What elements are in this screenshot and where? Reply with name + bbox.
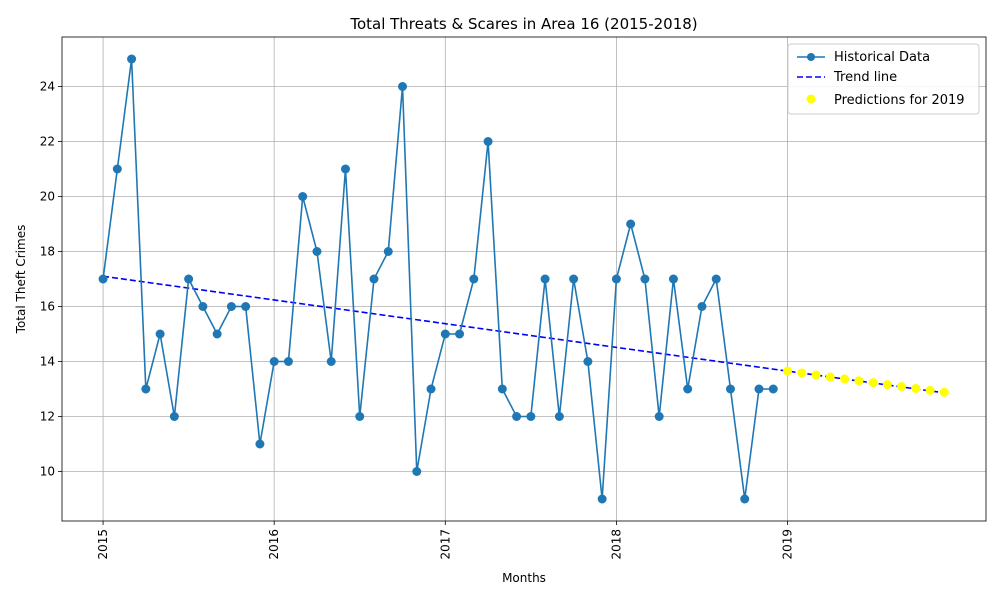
- historical-point: [141, 384, 151, 394]
- legend-entry-historical: Historical Data: [797, 50, 930, 65]
- historical-point: [512, 412, 522, 421]
- historical-point: [184, 274, 194, 284]
- historical-point: [198, 302, 208, 311]
- y-tick-label: 12: [40, 410, 55, 424]
- prediction-point: [811, 370, 821, 380]
- prediction-point: [882, 380, 892, 390]
- historical-point: [683, 384, 693, 394]
- historical-point: [98, 274, 108, 284]
- x-tick-label: 2017: [438, 529, 452, 560]
- prediction-point: [868, 378, 878, 388]
- y-tick-label: 22: [40, 135, 55, 149]
- y-tick-label: 16: [40, 300, 55, 314]
- historical-point: [326, 357, 336, 366]
- historical-point: [711, 274, 721, 284]
- legend-entry-predictions: Predictions for 2019: [806, 93, 965, 108]
- legend-entry-trend: Trend line: [797, 70, 897, 85]
- legend-label-trend: Trend line: [833, 70, 897, 85]
- prediction-point: [925, 385, 935, 395]
- historical-point: [554, 412, 564, 421]
- y-tick-label: 10: [40, 465, 55, 479]
- prediction-point: [783, 366, 793, 376]
- x-tick-label: 2016: [267, 529, 281, 560]
- y-tick-label: 14: [40, 355, 55, 369]
- y-tick-label: 20: [40, 190, 55, 204]
- prediction-point: [911, 383, 921, 393]
- x-axis-title: Months: [502, 571, 546, 585]
- historical-point: [369, 274, 379, 284]
- historical-point: [226, 302, 236, 311]
- prediction-point: [854, 376, 864, 386]
- legend-historical-marker: [807, 53, 815, 61]
- historical-point: [127, 54, 137, 64]
- prediction-point: [939, 387, 949, 397]
- y-tick-label: 24: [40, 80, 55, 94]
- y-tick-label: 18: [40, 245, 55, 259]
- prediction-series-layer: [783, 366, 949, 397]
- historical-point: [255, 439, 265, 449]
- historical-point: [754, 384, 764, 394]
- chart-title: Total Threats & Scares in Area 16 (2015-…: [349, 15, 697, 33]
- historical-point: [440, 329, 450, 339]
- historical-point: [355, 412, 365, 421]
- historical-point: [212, 329, 222, 339]
- historical-point: [740, 494, 750, 504]
- historical-point: [383, 247, 393, 256]
- historical-series-layer: [98, 54, 778, 504]
- historical-point: [497, 384, 507, 394]
- legend-prediction-marker: [806, 94, 816, 104]
- historical-point: [340, 164, 350, 174]
- historical-point: [597, 494, 607, 504]
- historical-point: [668, 274, 678, 284]
- historical-point: [611, 274, 621, 284]
- x-tick-label: 2019: [781, 529, 795, 560]
- historical-point: [112, 164, 122, 174]
- historical-point: [426, 384, 436, 394]
- historical-point: [298, 192, 308, 201]
- historical-point: [768, 384, 778, 394]
- prediction-point: [825, 372, 835, 382]
- historical-point: [283, 357, 293, 366]
- legend-box: [787, 43, 980, 115]
- prediction-point: [840, 374, 850, 384]
- historical-point: [725, 384, 735, 394]
- historical-line: [102, 58, 774, 500]
- historical-point: [412, 467, 422, 476]
- historical-point: [155, 329, 165, 339]
- historical-point: [626, 219, 636, 229]
- historical-point: [269, 357, 279, 366]
- legend-label-predictions: Predictions for 2019: [834, 93, 965, 108]
- historical-point: [483, 137, 493, 146]
- historical-point: [526, 412, 536, 421]
- historical-point: [540, 274, 550, 284]
- historical-point: [654, 412, 664, 421]
- historical-point: [312, 247, 322, 256]
- historical-point: [569, 274, 579, 284]
- prediction-point: [797, 368, 807, 378]
- historical-point: [640, 274, 650, 284]
- historical-point: [697, 302, 707, 311]
- historical-point: [241, 302, 251, 311]
- historical-point: [398, 82, 408, 91]
- prediction-point: [897, 382, 907, 392]
- x-tick-label: 2018: [609, 529, 623, 560]
- historical-point: [169, 412, 179, 421]
- historical-point: [469, 274, 479, 284]
- plot-frame: [61, 36, 987, 522]
- historical-point: [455, 329, 465, 339]
- legend: Historical Data Trend line Predictions f…: [787, 43, 980, 115]
- x-tick-label: 2015: [96, 529, 110, 560]
- x-axis: 2015 2016 2017 2018 2019: [96, 521, 795, 560]
- y-axis: 10 12 14 16 18 20 22 24: [40, 80, 62, 479]
- y-axis-title: Total Theft Crimes: [14, 225, 28, 335]
- historical-point: [583, 357, 593, 366]
- legend-label-historical: Historical Data: [834, 50, 930, 65]
